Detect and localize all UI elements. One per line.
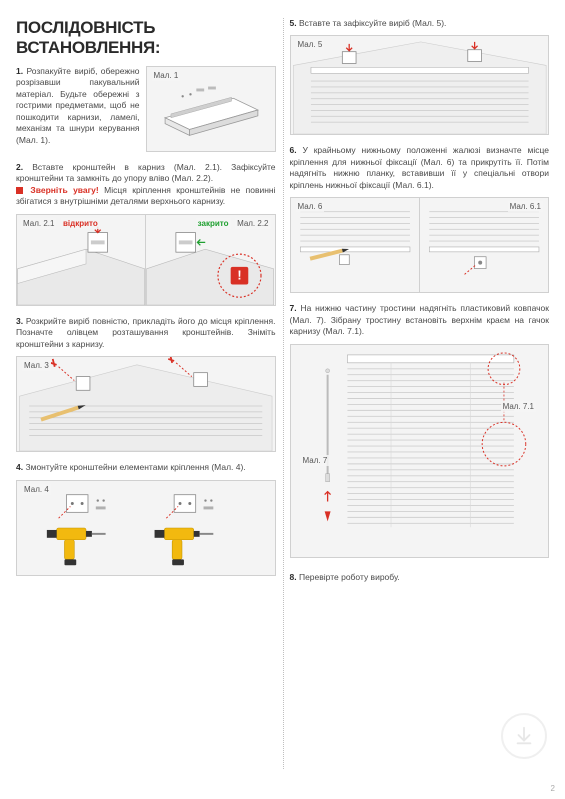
figure-5: Мал. 5 bbox=[290, 35, 550, 135]
step-6-body: У крайньому нижньому положенні жалюзі ви… bbox=[290, 145, 550, 189]
figure-7-svg bbox=[291, 345, 549, 557]
right-column: 5. Вставте та зафіксуйте виріб (Мал. 5).… bbox=[290, 18, 550, 787]
step-8-num: 8. bbox=[290, 572, 297, 582]
figure-2-2: Мал. 2.2 закрито ! bbox=[146, 215, 274, 305]
figure-2-2-label: Мал. 2.2 bbox=[235, 218, 270, 229]
watermark-icon bbox=[501, 713, 547, 759]
left-column: ПОСЛІДОВНІСТЬ ВСТАНОВЛЕННЯ: 1. Розпакуйт… bbox=[16, 18, 276, 787]
step-8-body: Перевірте роботу виробу. bbox=[299, 572, 400, 582]
figure-7: Мал. 7 Мал. 7.1 bbox=[290, 344, 550, 558]
step-6-num: 6. bbox=[290, 145, 297, 155]
figure-4-label: Мал. 4 bbox=[22, 484, 51, 495]
figure-2-1-label: Мал. 2.1 bbox=[21, 218, 56, 229]
figure-6-1-label: Мал. 6.1 bbox=[508, 201, 543, 212]
figure-7-label: Мал. 7 bbox=[301, 455, 330, 466]
warn-label: Зверніть увагу! bbox=[30, 185, 98, 195]
figure-4: Мал. 4 bbox=[16, 480, 276, 576]
figure-1: Мал. 1 bbox=[146, 66, 276, 152]
figure-5-label: Мал. 5 bbox=[296, 39, 325, 50]
figure-4-svg bbox=[17, 481, 275, 575]
figure-2-1: Мал. 2.1 відкрито bbox=[17, 215, 146, 305]
step-1: 1. Розпакуйте виріб, обережно розрізавши… bbox=[16, 66, 276, 152]
step-3-body: Розкрийте виріб повністю, прикладіть йог… bbox=[16, 316, 276, 349]
figure-1-label: Мал. 1 bbox=[152, 70, 181, 81]
closed-label: закрито bbox=[196, 218, 231, 229]
step-4-text: 4. Змонтуйте кронштейни елементами кріпл… bbox=[16, 462, 276, 473]
step-5-body: Вставте та зафіксуйте виріб (Мал. 5). bbox=[299, 18, 446, 28]
step-2-body: Вставте кронштейн в карниз (Мал. 2.1). З… bbox=[16, 162, 276, 183]
figure-6: Мал. 6 Мал. 6.1 bbox=[290, 197, 550, 293]
step-5-num: 5. bbox=[290, 18, 297, 28]
step-1-num: 1. bbox=[16, 66, 23, 76]
figure-3-label: Мал. 3 bbox=[22, 360, 51, 371]
step-5-text: 5. Вставте та зафіксуйте виріб (Мал. 5). bbox=[290, 18, 550, 29]
step-6-text: 6. У крайньому нижньому положенні жалюзі… bbox=[290, 145, 550, 191]
figure-5-svg bbox=[291, 36, 549, 134]
step-4-body: Змонтуйте кронштейни елементами кріпленн… bbox=[25, 462, 245, 472]
figure-6-svg bbox=[291, 198, 419, 292]
figure-6-1-svg bbox=[420, 198, 548, 292]
step-2-num: 2. bbox=[16, 162, 23, 172]
figure-3: Мал. 3 bbox=[16, 356, 276, 452]
step-4-num: 4. bbox=[16, 462, 23, 472]
figure-2: Мал. 2.1 відкрито Мал. 2.2 закрито bbox=[16, 214, 276, 306]
step-1-body: Розпакуйте виріб, обережно розрізавши па… bbox=[16, 66, 140, 145]
step-2-text: 2. Вставте кронштейн в карниз (Мал. 2.1)… bbox=[16, 162, 276, 208]
warn-icon bbox=[16, 187, 23, 194]
step-7-body: На нижню частину тростини надягніть плас… bbox=[290, 303, 550, 336]
column-divider bbox=[283, 18, 284, 769]
page-title: ПОСЛІДОВНІСТЬ ВСТАНОВЛЕННЯ: bbox=[16, 18, 276, 58]
page-number: 2 bbox=[551, 784, 555, 793]
step-1-text: 1. Розпакуйте виріб, обережно розрізавши… bbox=[16, 66, 140, 152]
figure-6-label: Мал. 6 bbox=[296, 201, 325, 212]
step-3-text: 3. Розкрийте виріб повністю, прикладіть … bbox=[16, 316, 276, 350]
figure-6-1: Мал. 6.1 bbox=[420, 198, 548, 292]
figure-3-svg bbox=[17, 357, 275, 451]
figure-7-1-label: Мал. 7.1 bbox=[501, 401, 536, 412]
step-3-num: 3. bbox=[16, 316, 23, 326]
step-8-text: 8. Перевірте роботу виробу. bbox=[290, 572, 550, 583]
open-label: відкрито bbox=[61, 218, 100, 229]
svg-text:!: ! bbox=[238, 267, 242, 282]
step-7-text: 7. На нижню частину тростини надягніть п… bbox=[290, 303, 550, 337]
figure-6-0: Мал. 6 bbox=[291, 198, 420, 292]
step-7-num: 7. bbox=[290, 303, 297, 313]
